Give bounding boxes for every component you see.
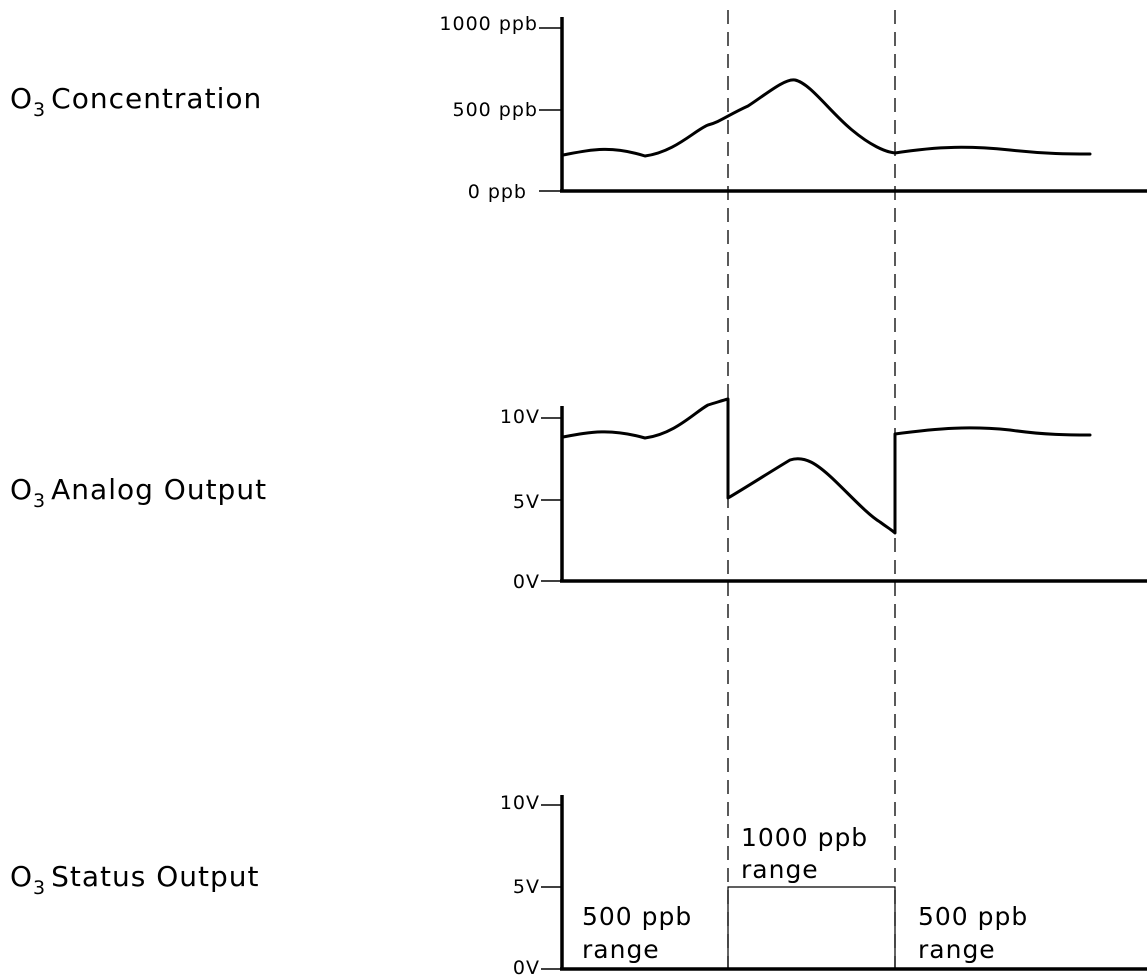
analog-panel: O3 Analog Output 10V 5V 0V [10, 397, 1147, 593]
status-tick-label-10v: 10V [500, 792, 540, 814]
tick-label-5v: 5V [513, 491, 540, 513]
status-region-2-line1: 1000 ppb [741, 823, 868, 852]
status-panel: O3 Status Output 10V 5V 0V 500 ppb range … [10, 792, 1147, 976]
status-region-3-line2: range [918, 935, 996, 964]
status-tick-label-5v: 5V [513, 876, 540, 898]
tick-label-500ppb: 500 ppb [453, 99, 539, 121]
status-region-2-line2: range [741, 855, 819, 884]
tick-label-0ppb: 0 ppb [468, 181, 527, 203]
status-tick-label-0v: 0V [513, 957, 540, 976]
status-high-pulse [727, 886, 896, 969]
status-region-1-line2: range [582, 935, 660, 964]
analog-label: O3 Analog Output [10, 473, 267, 512]
analog-curve [561, 397, 1092, 535]
status-region-1-line1: 500 ppb [582, 902, 692, 931]
concentration-label: O3 Concentration [10, 82, 262, 121]
status-region-3-line1: 500 ppb [918, 902, 1028, 931]
tick-label-1000ppb: 1000 ppb [439, 13, 538, 35]
status-label: O3 Status Output [10, 860, 260, 899]
tick-label-10v: 10V [500, 406, 540, 428]
concentration-panel: O3 Concentration 1000 ppb 500 ppb 0 ppb [10, 13, 1147, 203]
tick-label-0v: 0V [513, 571, 540, 593]
concentration-curve [561, 78, 1092, 158]
